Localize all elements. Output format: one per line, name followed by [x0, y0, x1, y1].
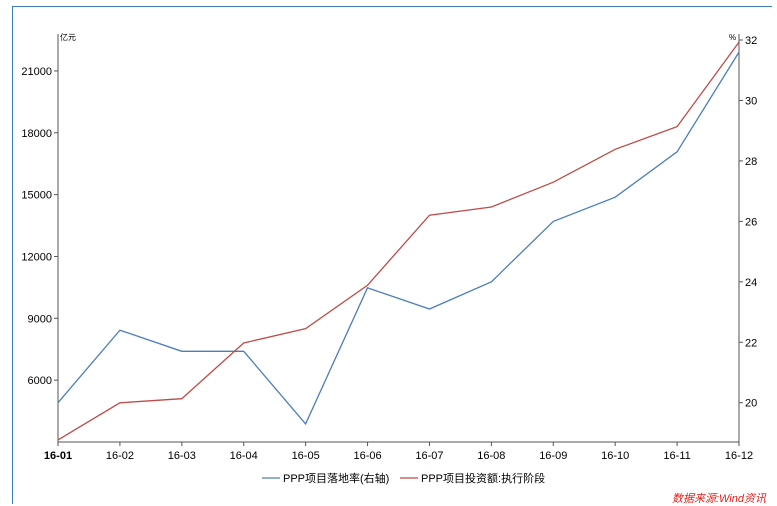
x-tick-label: 16-06: [353, 450, 381, 462]
right-tick-label: 24: [745, 277, 757, 289]
chart-frame: [12, 6, 772, 504]
right-tick-label: 30: [745, 95, 757, 107]
right-tick-label: 32: [745, 35, 757, 47]
left-tick-label: 18000: [21, 128, 52, 140]
x-tick-label: 16-07: [415, 450, 443, 462]
right-tick-label: 26: [745, 216, 757, 228]
left-tick-label: 21000: [21, 66, 52, 78]
left-tick-label: 9000: [28, 313, 52, 325]
x-tick-label: 16-12: [725, 450, 753, 462]
left-axis-unit: 亿元: [60, 32, 76, 42]
x-tick-label: 16-10: [601, 450, 629, 462]
legend-label-1: PPP项目落地率(右轴): [283, 471, 389, 485]
right-axis-unit: %: [729, 33, 736, 42]
data-source-note: 数据来源:Wind资讯: [672, 492, 767, 505]
left-tick-label: 6000: [28, 375, 52, 387]
x-tick-label: 16-01: [44, 450, 72, 462]
right-tick-label: 28: [745, 156, 757, 168]
x-tick-label: 16-05: [292, 450, 320, 462]
right-tick-label: 22: [745, 337, 757, 349]
x-tick-label: 16-04: [230, 450, 258, 462]
legend-label-2: PPP项目投资额:执行阶段: [421, 471, 545, 485]
left-tick-label: 12000: [21, 251, 52, 263]
x-tick-label: 16-02: [106, 450, 134, 462]
x-tick-label: 16-09: [539, 450, 567, 462]
left-tick-label: 15000: [21, 190, 52, 202]
right-tick-label: 20: [745, 398, 757, 410]
x-tick-label: 16-11: [663, 450, 690, 462]
series-line-1: [57, 51, 740, 426]
x-tick-label: 16-03: [168, 450, 196, 462]
x-tick-label: 16-08: [477, 450, 505, 462]
series-line-2: [57, 41, 740, 441]
